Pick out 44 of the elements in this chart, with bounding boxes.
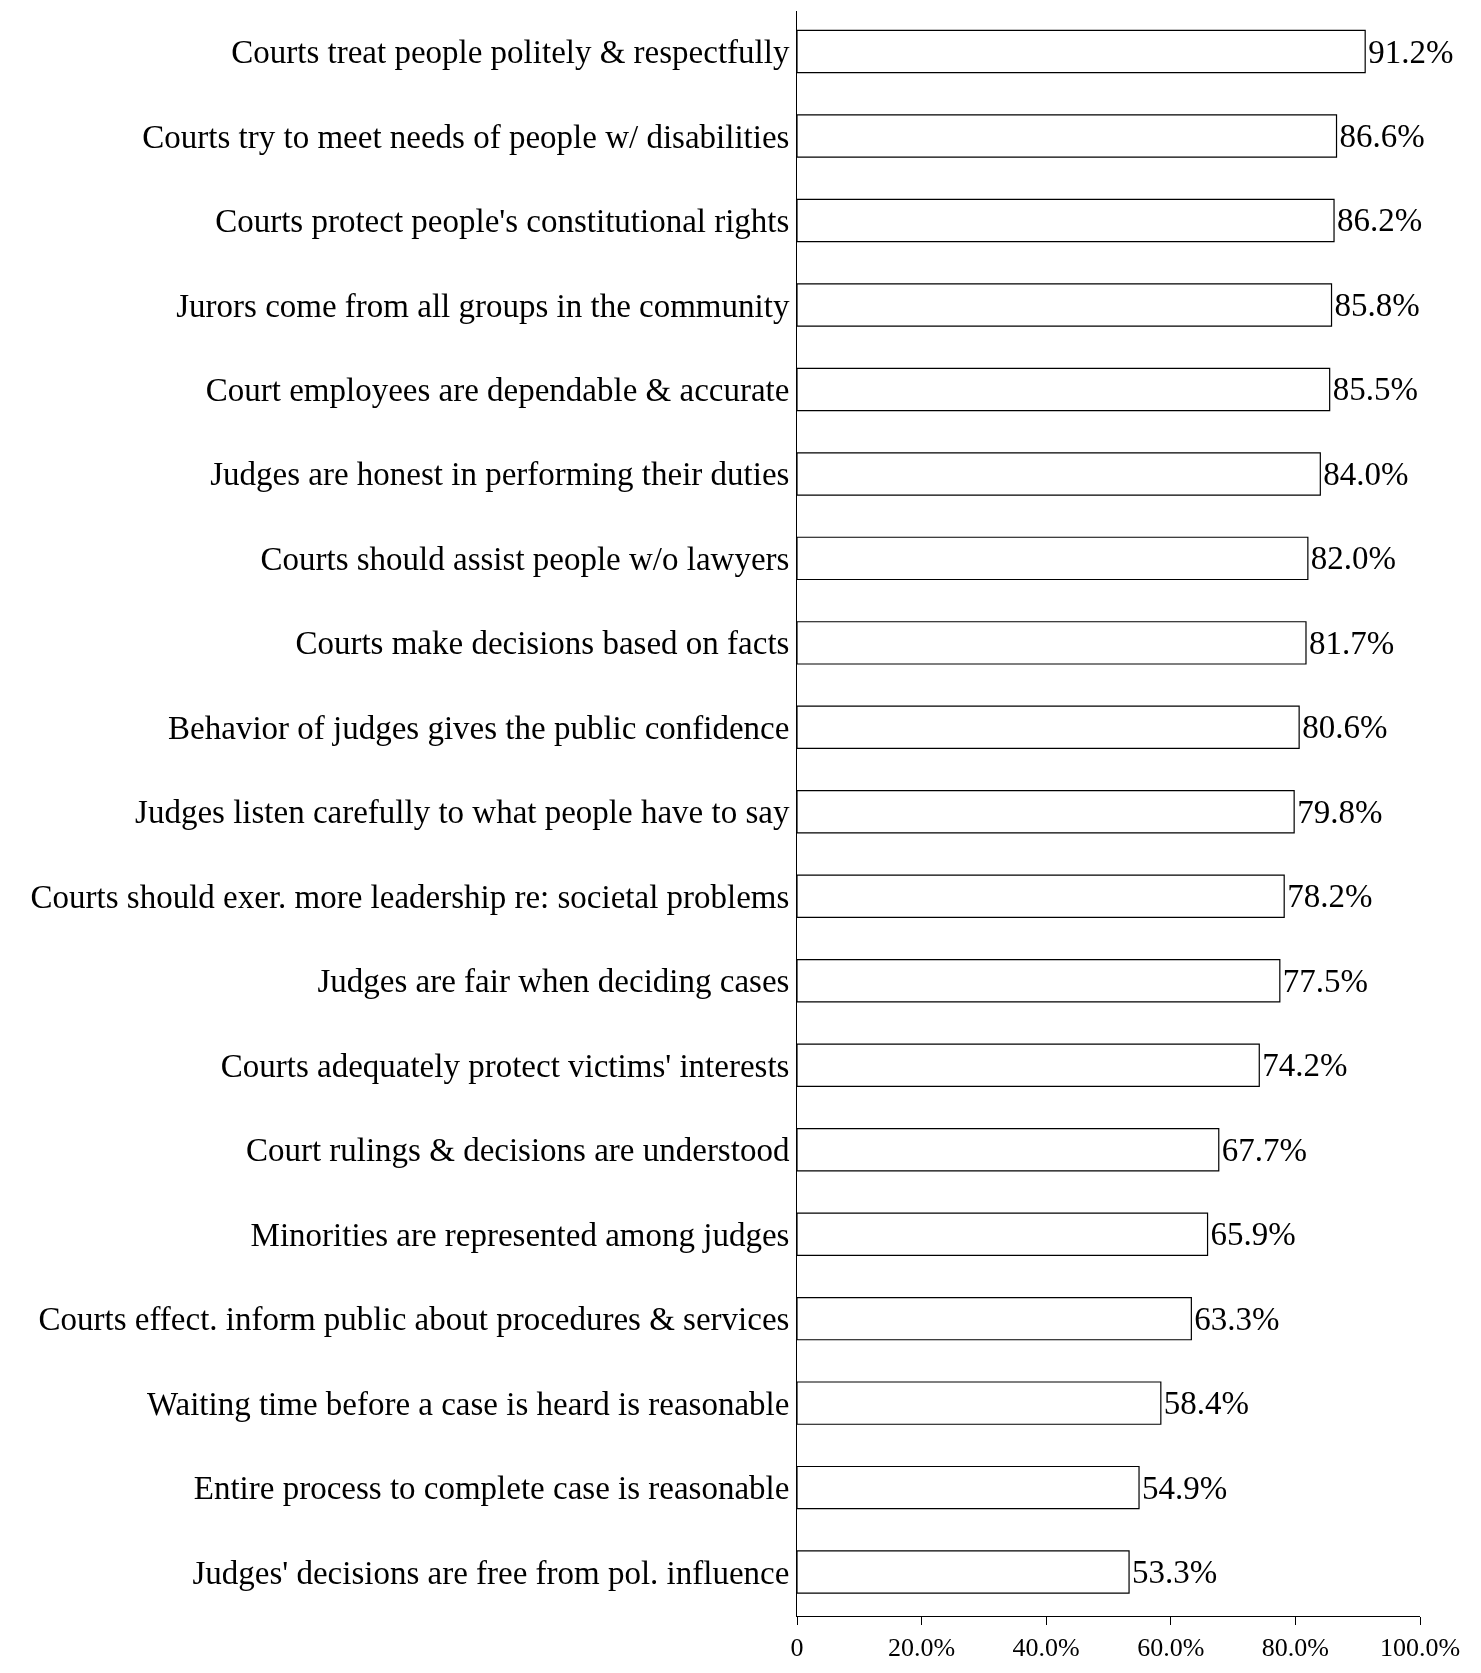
x-tick-label: 40.0% xyxy=(1012,1633,1080,1663)
y-tick-label: Waiting time before a case is heard is reasonable xyxy=(146,1385,790,1422)
y-tick-label: Court employees are dependable & accurate xyxy=(205,371,790,408)
y-tick-label: Courts adequately protect victims' interests xyxy=(220,1047,790,1084)
data-label: 78.2% xyxy=(1287,878,1373,915)
data-label: 65.9% xyxy=(1210,1216,1296,1253)
data-label: 79.8% xyxy=(1297,793,1383,830)
data-label: 58.4% xyxy=(1163,1385,1250,1422)
y-tick-label: Courts treat people politely & respectfully xyxy=(231,34,790,71)
data-label: 53.3% xyxy=(1132,1554,1218,1591)
x-tick-label: 20.0% xyxy=(888,1633,956,1663)
y-tick-label: Judges are fair when deciding cases xyxy=(317,963,790,1000)
data-label: 67.7% xyxy=(1221,1131,1308,1168)
data-label: 54.9% xyxy=(1142,1469,1228,1506)
y-tick-label: Behavior of judges gives the public confidence xyxy=(168,709,790,746)
data-label: 86.2% xyxy=(1337,202,1423,239)
y-tick-label: Judges' decisions are free from pol. influence xyxy=(192,1554,790,1591)
y-tick-label: Courts make decisions based on facts xyxy=(295,625,790,662)
y-tick-label: Judges listen carefully to what people have to say xyxy=(135,794,790,831)
y-tick-label: Courts effect. inform public about procedures & services xyxy=(38,1301,790,1338)
data-label: 77.5% xyxy=(1282,962,1369,999)
x-tick-label: 100.0% xyxy=(1379,1633,1461,1663)
data-label: 82.0% xyxy=(1310,540,1397,577)
x-tick-label: 60.0% xyxy=(1137,1633,1205,1663)
y-tick-label: Court rulings & decisions are understood xyxy=(245,1132,790,1169)
y-tick-label: Entire process to complete case is reasonable xyxy=(193,1470,790,1507)
data-label: 80.6% xyxy=(1302,709,1388,746)
data-label: 74.2% xyxy=(1262,1047,1348,1084)
data-label: 85.8% xyxy=(1334,286,1420,323)
data-label: 91.2% xyxy=(1368,33,1454,70)
y-tick-label: Judges are honest in performing their duties xyxy=(210,456,790,493)
y-tick-label: Courts try to meet needs of people w/ disabilities xyxy=(142,118,790,155)
y-tick-label: Courts should exer. more leadership re: societal problems xyxy=(30,878,790,915)
y-tick-label: Jurors come from all groups in the community xyxy=(176,287,790,324)
y-tick-label: Minorities are represented among judges xyxy=(250,1216,790,1253)
y-tick-label: Courts should assist people w/o lawyers xyxy=(260,540,790,577)
data-label: 84.0% xyxy=(1323,455,1409,492)
data-label: 81.7% xyxy=(1308,624,1395,661)
data-label: 63.3% xyxy=(1194,1300,1280,1337)
data-label: 85.5% xyxy=(1332,371,1418,408)
data-label: 86.6% xyxy=(1339,118,1425,155)
y-tick-label: Courts protect people's constitutional rights xyxy=(215,203,790,240)
x-tick-label: 0 xyxy=(790,1633,804,1663)
x-tick-label: 80.0% xyxy=(1261,1633,1329,1663)
